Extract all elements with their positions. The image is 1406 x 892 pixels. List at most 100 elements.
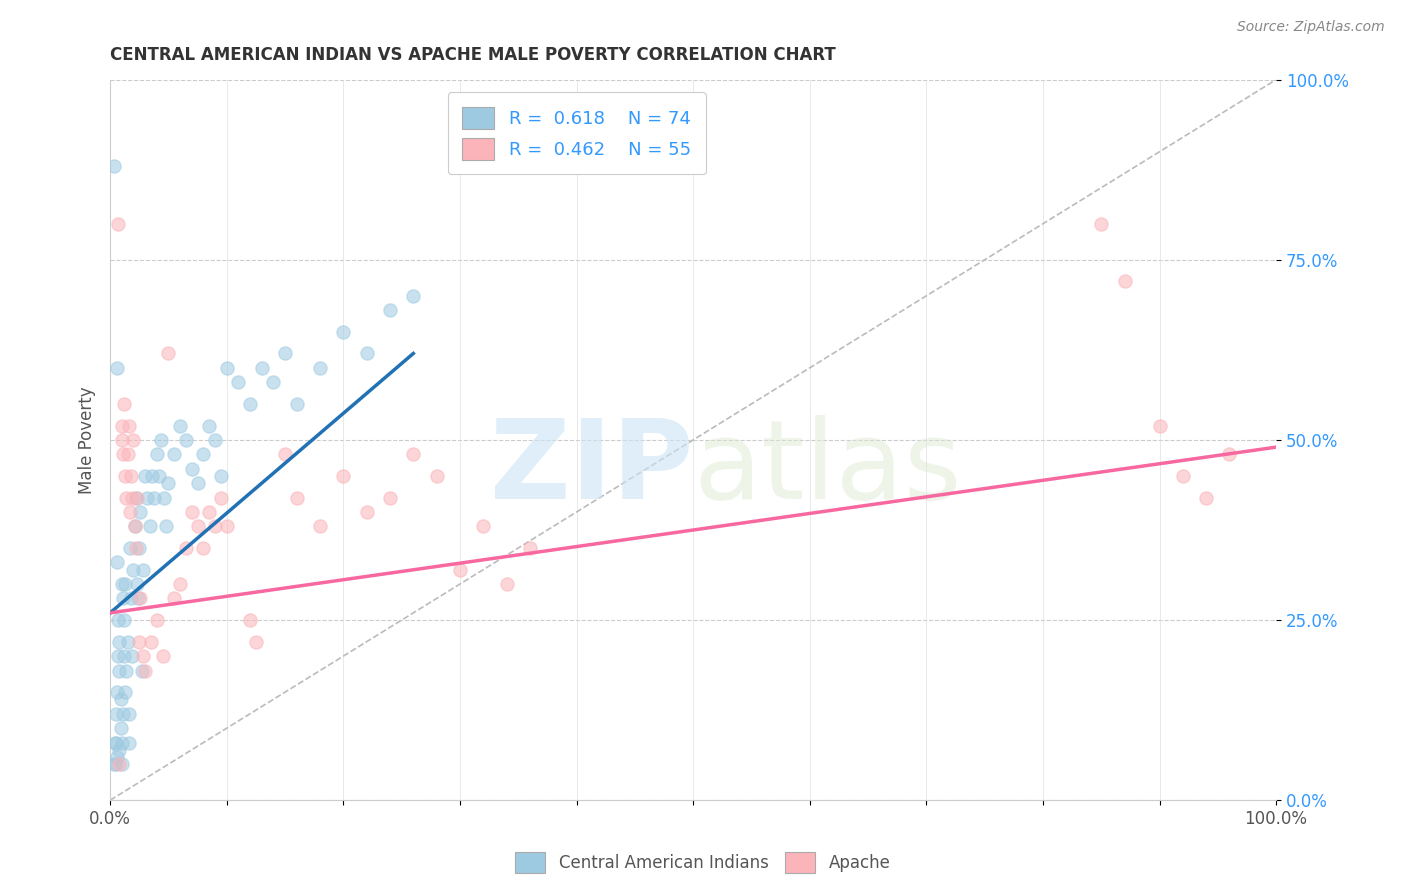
Point <box>117 634 139 648</box>
Point <box>124 519 146 533</box>
Point <box>118 706 141 721</box>
Point <box>193 447 215 461</box>
Point <box>121 649 143 664</box>
Point <box>143 491 166 505</box>
Point <box>124 519 146 533</box>
Point <box>114 469 136 483</box>
Point <box>157 476 180 491</box>
Point <box>134 664 156 678</box>
Point <box>134 469 156 483</box>
Point <box>187 476 209 491</box>
Point <box>104 735 127 749</box>
Point <box>111 591 134 606</box>
Point <box>472 519 495 533</box>
Point <box>169 577 191 591</box>
Point <box>180 462 202 476</box>
Point <box>139 634 162 648</box>
Point <box>1195 491 1218 505</box>
Point <box>112 649 135 664</box>
Point <box>105 360 128 375</box>
Point <box>150 433 173 447</box>
Point <box>402 447 425 461</box>
Point <box>356 505 378 519</box>
Point <box>139 519 162 533</box>
Point <box>148 469 170 483</box>
Point <box>121 491 143 505</box>
Point <box>155 519 177 533</box>
Point <box>274 447 297 461</box>
Point <box>108 757 131 772</box>
Point <box>111 577 134 591</box>
Point <box>108 743 131 757</box>
Point <box>103 159 125 173</box>
Point <box>136 491 159 505</box>
Point <box>187 519 209 533</box>
Point <box>449 563 471 577</box>
Point <box>132 563 155 577</box>
Point <box>174 541 197 555</box>
Point <box>132 649 155 664</box>
Point <box>104 735 127 749</box>
Point <box>193 541 215 555</box>
Point <box>146 447 169 461</box>
Point <box>204 433 226 447</box>
Point <box>117 447 139 461</box>
Point <box>118 541 141 555</box>
Point <box>111 757 134 772</box>
Point <box>332 325 354 339</box>
Point <box>129 591 152 606</box>
Point <box>239 613 262 627</box>
Point <box>131 664 153 678</box>
Point <box>141 469 163 483</box>
Point <box>356 346 378 360</box>
Point <box>125 541 148 555</box>
Point <box>125 491 148 505</box>
Point <box>1171 469 1194 483</box>
Point <box>262 376 284 390</box>
Point <box>1218 447 1240 461</box>
Point <box>378 491 401 505</box>
Point <box>163 447 186 461</box>
Text: Source: ZipAtlas.com: Source: ZipAtlas.com <box>1237 20 1385 34</box>
Point <box>122 563 145 577</box>
Point <box>129 505 152 519</box>
Point <box>198 505 221 519</box>
Point <box>118 735 141 749</box>
Point <box>1149 418 1171 433</box>
Point <box>215 519 238 533</box>
Point <box>114 685 136 699</box>
Point <box>204 519 226 533</box>
Point <box>495 577 517 591</box>
Point <box>120 591 142 606</box>
Point <box>118 418 141 433</box>
Point <box>125 491 148 505</box>
Point <box>239 397 262 411</box>
Point <box>112 397 135 411</box>
Point <box>209 469 232 483</box>
Text: ZIP: ZIP <box>489 416 693 522</box>
Point <box>104 757 127 772</box>
Point <box>128 541 150 555</box>
Text: CENTRAL AMERICAN INDIAN VS APACHE MALE POVERTY CORRELATION CHART: CENTRAL AMERICAN INDIAN VS APACHE MALE P… <box>110 46 837 64</box>
Point <box>1114 274 1136 288</box>
Legend: Central American Indians, Apache: Central American Indians, Apache <box>509 846 897 880</box>
Point <box>111 418 134 433</box>
Point <box>285 491 308 505</box>
Point <box>274 346 297 360</box>
Point <box>115 491 138 505</box>
Point <box>152 649 174 664</box>
Point <box>309 519 332 533</box>
Point <box>245 634 267 648</box>
Point <box>111 706 134 721</box>
Point <box>122 433 145 447</box>
Point <box>250 360 273 375</box>
Point <box>107 649 129 664</box>
Point <box>309 360 332 375</box>
Point <box>378 303 401 318</box>
Point <box>209 491 232 505</box>
Point <box>198 418 221 433</box>
Point <box>120 469 142 483</box>
Point <box>118 505 141 519</box>
Point <box>152 491 174 505</box>
Point <box>108 634 131 648</box>
